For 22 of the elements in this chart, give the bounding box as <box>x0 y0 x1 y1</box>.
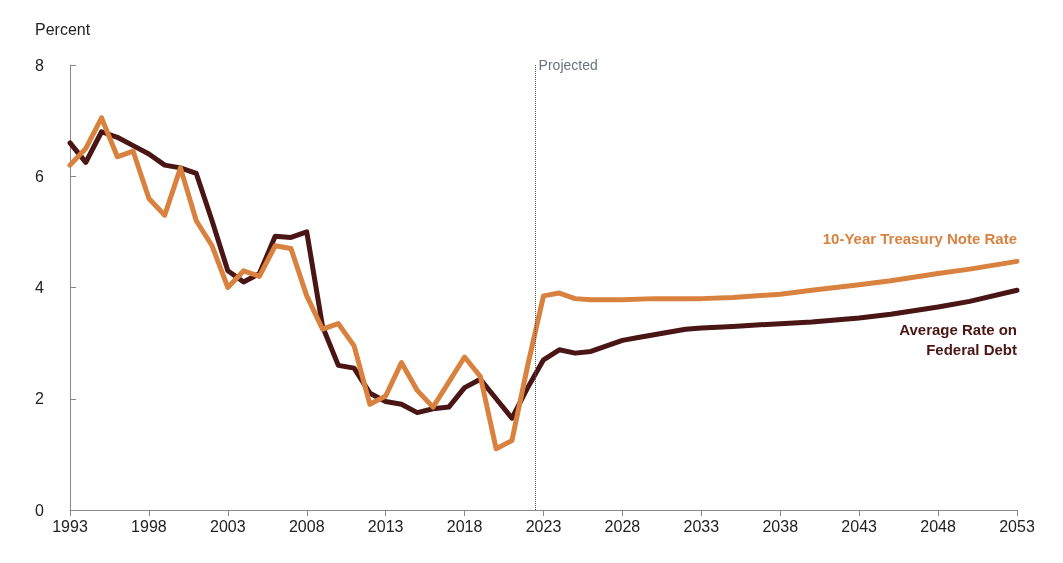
series-label: 10-Year Treasury Note Rate <box>822 229 1017 247</box>
x-tick-label: 2038 <box>762 517 799 535</box>
y-tick-label: 2 <box>35 390 45 408</box>
x-tick-label: 1998 <box>131 517 167 535</box>
x-tick-label: 2023 <box>525 517 562 535</box>
y-tick-label: 0 <box>35 501 45 519</box>
y-tick-label: 4 <box>35 279 45 296</box>
x-tick-label: 2043 <box>841 517 878 535</box>
y-axis-title: Percent <box>35 20 91 38</box>
y-tick-label: 8 <box>35 56 45 74</box>
x-tick-label: 2033 <box>683 517 720 535</box>
x-tick-label: 2003 <box>210 517 246 535</box>
x-tick-label: 1993 <box>52 517 88 535</box>
y-tick-label: 6 <box>35 167 45 185</box>
x-tick-label: 2028 <box>604 517 641 535</box>
x-tick-label: 2013 <box>367 517 404 535</box>
x-tick-label: 2008 <box>288 517 325 535</box>
x-tick-label: 2048 <box>920 517 956 535</box>
x-tick-label: 2053 <box>999 517 1035 535</box>
ref-line-label: Projected <box>538 57 598 73</box>
series-label: Average Rate on Federal Debt <box>899 320 1017 358</box>
x-tick-label: 2018 <box>446 517 483 535</box>
